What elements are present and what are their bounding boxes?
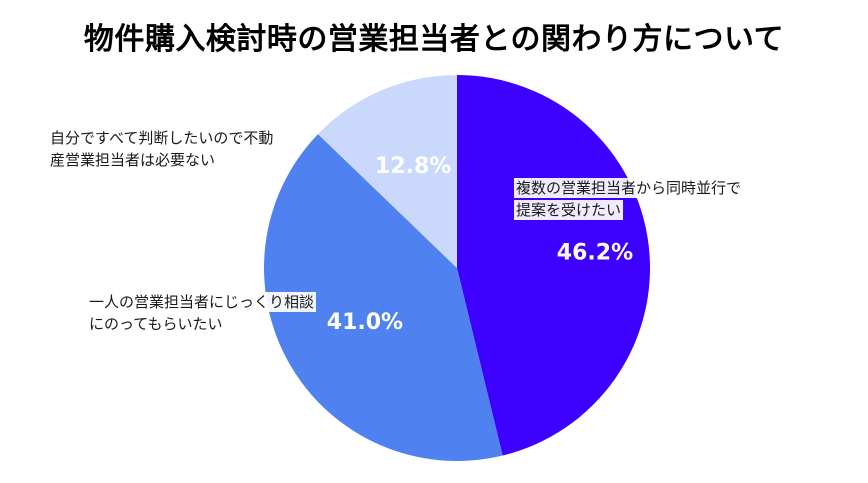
pie-category-label-line: にのってもらいたい (89, 315, 223, 333)
pie-category-label-bg (48, 150, 218, 170)
pie-category-label-line: 提案を受けたい (516, 201, 621, 219)
pie-slice (457, 75, 650, 456)
pie-slice (317, 75, 457, 268)
pie-value-label: 46.2% (557, 240, 633, 265)
pie-category-label-bg (514, 200, 624, 220)
pie-value-labels: 46.2% 41.0% 12.8% (327, 154, 633, 335)
pie-slices (263, 75, 650, 461)
pie-category-labels: 複数の営業担当者から同時並行で提案を受けたい一人の営業担当者にじっくり相談にのっ… (48, 128, 744, 334)
pie-category-label-line: 産営業担当者は必要ない (50, 151, 215, 169)
pie-value-label: 12.8% (375, 154, 451, 179)
pie-category-label-bg (48, 128, 276, 148)
pie-slice (263, 134, 503, 461)
pie-category-label-line: 一人の営業担当者にじっくり相談 (89, 293, 314, 311)
pie-category-label-bg (87, 292, 317, 312)
chart-title: 物件購入検討時の営業担当者との関わり方について (83, 22, 785, 57)
pie-category-label-bg (87, 314, 225, 334)
pie-category-label-line: 自分ですべて判断したいので不動 (50, 129, 273, 147)
pie-category-label-line: 複数の営業担当者から同時並行で (516, 179, 741, 197)
pie-value-label: 41.0% (327, 310, 403, 335)
pie-category-label-bg (514, 178, 744, 198)
